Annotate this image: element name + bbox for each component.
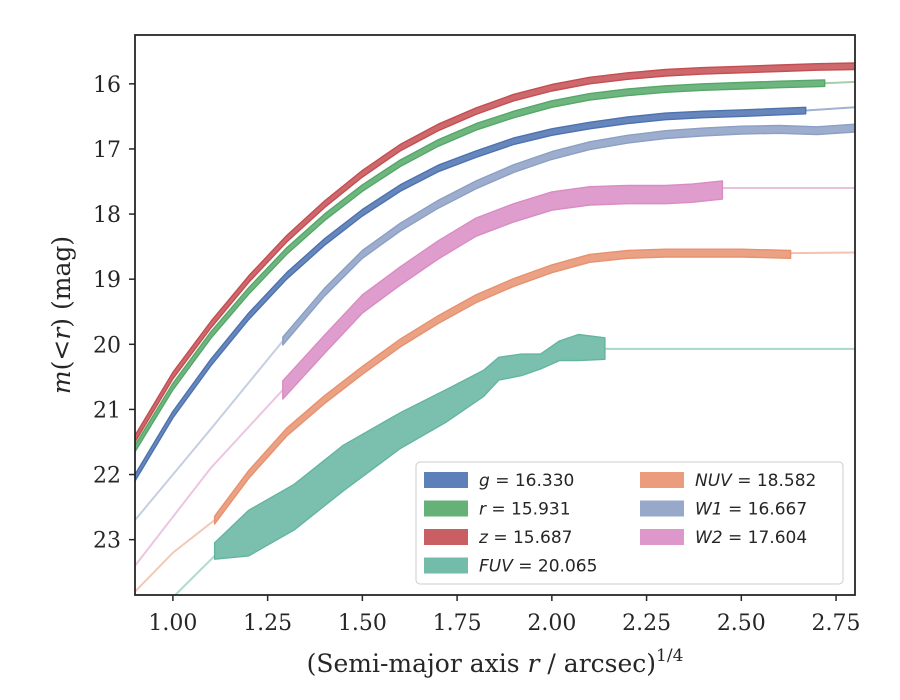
w1-profile-band	[282, 123, 855, 346]
legend-swatch	[640, 500, 684, 517]
y-tick-label: 23	[93, 529, 121, 554]
legend-item-g: g = 16.330	[424, 471, 574, 491]
legend-box	[415, 461, 844, 585]
legend-label: W1 = 16.667	[695, 500, 807, 520]
nuv-outer-line	[790, 251, 855, 255]
x-tick-label: 1.25	[243, 611, 292, 636]
x-tick-label: 2.25	[622, 611, 671, 636]
series-layer	[135, 62, 855, 595]
x-tick-label: 2.00	[527, 611, 576, 636]
legend-label: z = 15.687	[478, 528, 572, 548]
y-tick-label: 20	[93, 333, 121, 358]
g-outer-line	[805, 106, 855, 112]
y-tick-label: 19	[93, 268, 121, 293]
w1-inner-line	[135, 340, 284, 521]
nuv-profile-band	[213, 248, 792, 525]
r-profile-band	[135, 79, 826, 453]
legend-item-nuv: NUV = 18.582	[640, 471, 816, 491]
y-axis: 16 17 18 19 20 21 22 23	[93, 73, 135, 554]
series-w1	[135, 123, 855, 521]
legend-label: FUV = 20.065	[479, 557, 597, 577]
legend-swatch	[424, 557, 468, 574]
legend-item-fuv: FUV = 20.065	[424, 557, 597, 577]
y-tick-label: 17	[93, 138, 121, 163]
w2-inner-line	[135, 389, 284, 567]
x-axis-title: (Semi-major axis r / arcsec)1/4	[307, 646, 684, 678]
series-g	[135, 106, 855, 482]
x-tick-label: 2.50	[717, 611, 766, 636]
legend-item-r: r = 15.931	[424, 500, 571, 520]
y-tick-label: 18	[93, 203, 121, 228]
legend-swatch	[424, 529, 468, 545]
x-axis: 1.00 1.25 1.50 1.75 2.00 2.25 2.50 2.75	[148, 595, 861, 636]
y-tick-label: 16	[93, 73, 121, 98]
legend-label: W2 = 17.604	[695, 528, 807, 548]
w2-profile-band	[282, 180, 724, 400]
legend-swatch	[424, 500, 468, 517]
y-axis-title: m(<r) (mag)	[47, 236, 76, 394]
x-tick-label: 1.75	[433, 611, 482, 636]
z-profile-band	[135, 62, 855, 443]
g-profile-band	[135, 106, 807, 482]
plot-frame	[134, 34, 856, 596]
y-tick-label: 21	[93, 398, 121, 423]
fuv-profile-band	[213, 333, 606, 560]
series-z	[135, 62, 855, 443]
fuv-inner-line	[173, 555, 216, 595]
legend-label: g = 16.330	[479, 471, 574, 491]
series-w2	[135, 180, 855, 567]
legend-item-w2: W2 = 17.604	[640, 528, 807, 548]
x-tick-label: 1.00	[148, 611, 197, 636]
legend-label: r = 15.931	[479, 500, 571, 520]
legend-item-z: z = 15.687	[424, 528, 572, 548]
legend-item-w1: W1 = 16.667	[640, 500, 807, 520]
legend-swatch	[424, 472, 468, 488]
legend: g = 16.330 r = 15.931 z = 15.687 FUV = 20.0…	[415, 461, 844, 585]
series-fuv	[173, 333, 855, 595]
series-r	[135, 79, 855, 453]
legend-swatch	[640, 529, 684, 545]
x-tick-label: 2.75	[812, 611, 861, 636]
nuv-inner-line	[135, 519, 216, 593]
r-outer-line	[824, 80, 855, 85]
legend-label: NUV = 18.582	[695, 471, 816, 491]
y-tick-label: 22	[93, 464, 121, 489]
series-nuv	[135, 248, 855, 593]
legend-swatch	[640, 472, 684, 488]
x-tick-label: 1.50	[338, 611, 387, 636]
